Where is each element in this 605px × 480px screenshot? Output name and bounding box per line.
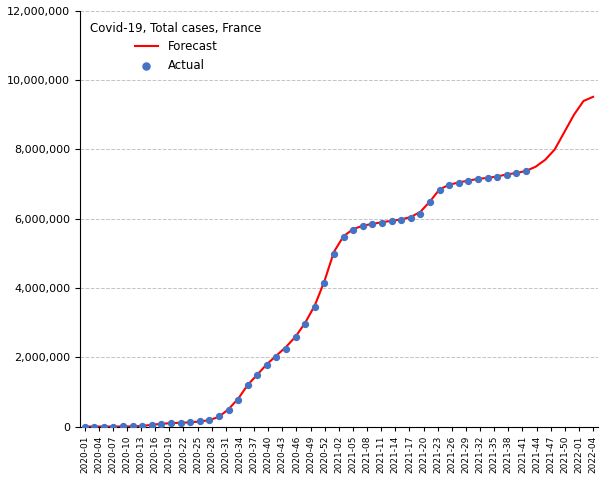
Actual [147,421,157,429]
Actual [166,419,176,427]
Actual [80,423,90,431]
Actual [214,413,224,420]
Actual [272,353,281,360]
Actual [396,216,406,224]
Actual [185,419,195,426]
Actual [128,422,137,430]
Actual [243,381,252,389]
Actual [377,219,387,227]
Actual [444,181,454,189]
Forecast [81,424,88,430]
Forecast [378,219,385,225]
Actual [521,168,531,175]
Actual [137,422,147,430]
Actual [502,171,512,179]
Actual [281,345,291,352]
Actual [473,175,483,183]
Actual [118,422,128,430]
Actual [511,169,521,177]
Actual [99,423,109,431]
Actual [348,226,358,234]
Actual [108,423,118,431]
Actual [463,177,473,185]
Actual [435,186,445,194]
Actual [291,333,301,341]
Actual [339,233,348,240]
Legend: Forecast, Actual: Forecast, Actual [86,17,267,77]
Actual [425,198,435,206]
Actual [204,416,214,424]
Forecast [359,223,367,228]
Actual [195,418,204,425]
Actual [175,419,185,427]
Actual [234,396,243,403]
Actual [358,222,368,230]
Actual [262,361,272,369]
Forecast [388,218,395,224]
Forecast [427,199,434,204]
Actual [416,210,425,217]
Actual [368,220,378,228]
Actual [329,250,339,258]
Actual [90,423,99,431]
Actual [406,214,416,222]
Actual [301,321,310,328]
Forecast [589,94,597,100]
Forecast [273,353,280,359]
Actual [492,173,502,180]
Forecast [168,420,175,426]
Actual [224,406,234,414]
Actual [387,217,396,225]
Actual [319,279,329,287]
Actual [310,303,319,311]
Actual [157,420,166,428]
Line: Forecast: Forecast [85,97,593,427]
Actual [454,179,463,187]
Actual [252,372,262,379]
Actual [483,174,492,182]
